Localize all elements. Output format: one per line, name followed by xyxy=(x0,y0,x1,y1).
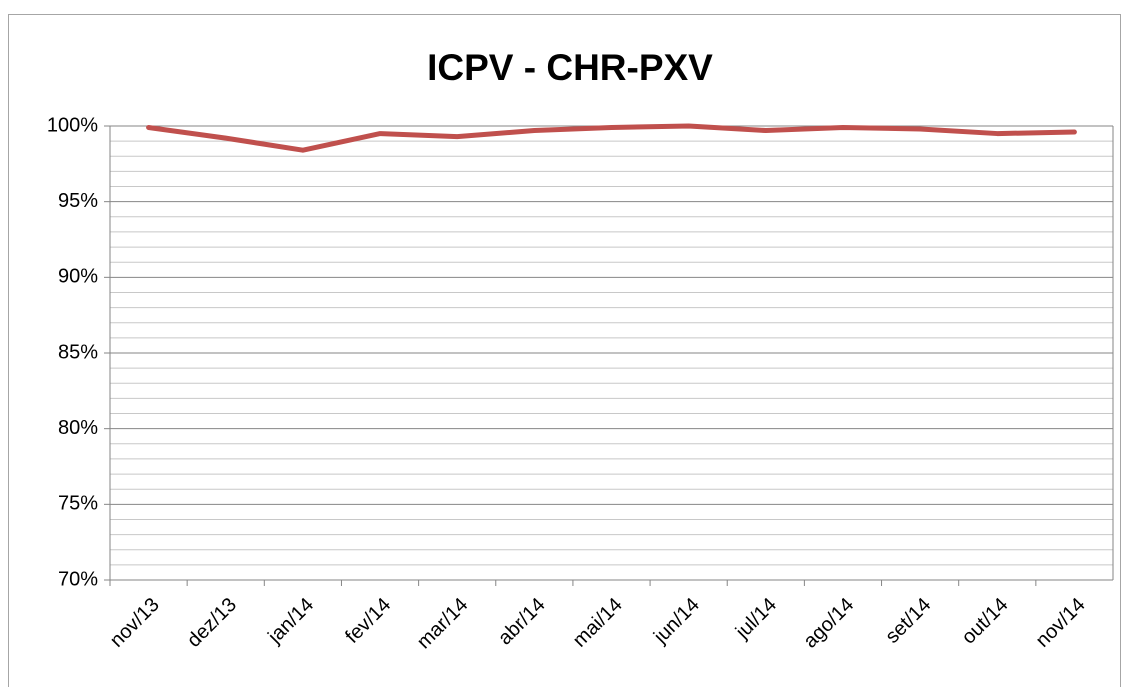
y-tick-label: 100% xyxy=(47,114,98,136)
y-tick-label: 95% xyxy=(58,190,98,212)
y-tick-label: 80% xyxy=(58,417,98,439)
y-tick-label: 75% xyxy=(58,493,98,515)
chart-frame xyxy=(8,14,1121,687)
marks xyxy=(146,123,1077,153)
y-tick-label: 90% xyxy=(58,266,98,288)
y-tick-label: 85% xyxy=(58,341,98,363)
y-tick-label: 70% xyxy=(58,568,98,590)
grid xyxy=(104,125,1114,586)
chart-title: ICPV - CHR-PXV xyxy=(427,47,713,88)
series-line xyxy=(146,123,1077,153)
